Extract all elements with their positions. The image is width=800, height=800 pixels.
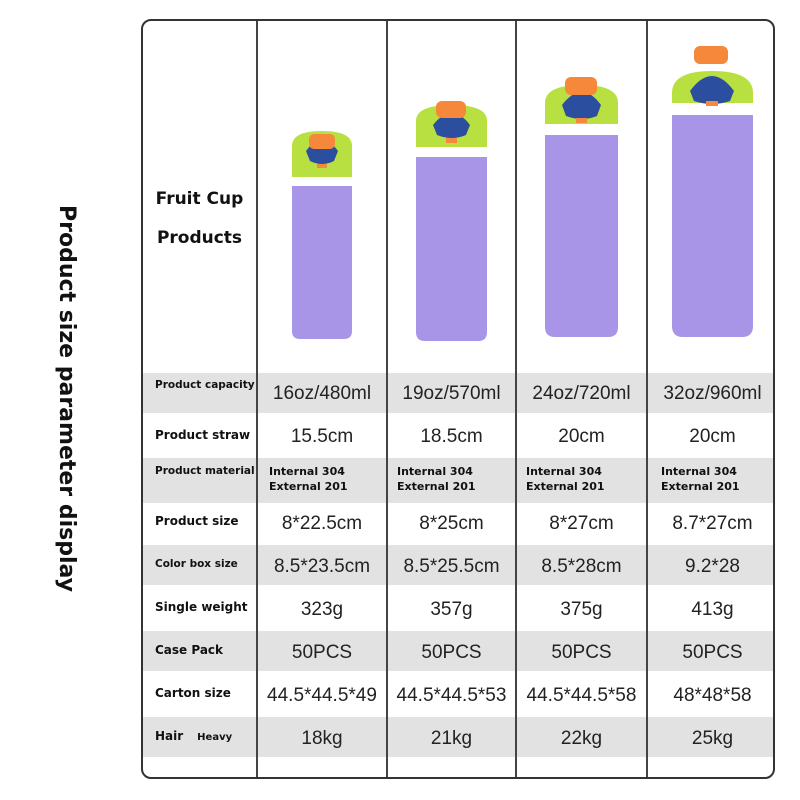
side-title-text: Product size parameter display — [53, 204, 79, 592]
row-band-capacity — [143, 373, 773, 413]
cell-material: Internal 304 External 201 — [397, 464, 512, 494]
row-label-material: Product material — [155, 465, 255, 477]
cell-carton: 44.5*44.5*49 — [267, 685, 377, 706]
cell-size: 8*25cm — [419, 513, 484, 534]
cell-straw: 15.5cm — [290, 426, 354, 447]
cell-weight: 357g — [430, 599, 473, 620]
cell-case-pack: 50PCS — [682, 642, 743, 663]
bottle-19oz — [388, 21, 515, 373]
bottle-image — [292, 131, 352, 339]
cell-weight: 375g — [560, 599, 603, 620]
cell-carton: 44.5*44.5*53 — [396, 685, 507, 706]
cell-capacity: 19oz/570ml — [402, 383, 501, 404]
cell-capacity: 16oz/480ml — [272, 383, 372, 404]
row-label-straw: Product straw — [155, 428, 251, 442]
cell-hair-weight: 21kg — [430, 728, 473, 749]
cell-hair-weight: 18kg — [301, 728, 343, 749]
cell-carton: 44.5*44.5*58 — [526, 685, 637, 706]
cell-case-pack: 50PCS — [291, 642, 353, 663]
column-divider — [256, 21, 258, 777]
row-label-hair: Hair Heavy — [155, 729, 255, 745]
cell-size: 8.7*27cm — [672, 513, 753, 534]
side-title: Product size parameter display — [45, 198, 87, 598]
cell-case-pack: 50PCS — [421, 642, 482, 663]
header-label-line2: Products — [156, 228, 243, 248]
column-divider — [646, 21, 648, 777]
material-external: External 201 — [269, 480, 348, 493]
material-internal: Internal 304 — [397, 465, 473, 478]
material-internal: Internal 304 — [269, 465, 345, 478]
cell-carton: 48*48*58 — [673, 685, 752, 706]
cell-material: Internal 304 External 201 — [269, 464, 384, 494]
cell-hair-weight: 22kg — [560, 728, 603, 749]
cell-straw: 20cm — [558, 426, 605, 447]
row-label-color-box: Color box size — [155, 558, 238, 570]
row-label-weight: Single weight — [155, 600, 248, 614]
row-label-size: Product size — [155, 514, 239, 528]
cell-straw: 20cm — [689, 426, 736, 447]
cell-hair-weight: 25kg — [691, 728, 734, 749]
cell-capacity: 24oz/720ml — [532, 383, 631, 404]
material-external: External 201 — [661, 480, 740, 493]
row-label-capacity: Product capacity — [155, 379, 255, 391]
bottle-image — [545, 77, 618, 337]
cell-straw: 18.5cm — [420, 426, 483, 447]
cell-weight: 323g — [300, 599, 344, 620]
cell-color-box: 9.2*28 — [685, 556, 740, 577]
cell-material: Internal 304 External 201 — [526, 464, 641, 494]
row-band-case-pack — [143, 631, 773, 671]
material-external: External 201 — [397, 480, 476, 493]
cell-capacity: 32oz/960ml — [663, 383, 762, 404]
column-divider — [515, 21, 517, 777]
row-band-hair — [143, 717, 773, 757]
bottle-16oz — [258, 21, 386, 373]
cell-material: Internal 304 External 201 — [661, 464, 773, 494]
bottle-image — [416, 101, 487, 341]
bottle-32oz — [648, 21, 773, 373]
bottle-image — [672, 46, 753, 337]
row-band-material — [143, 458, 773, 503]
bottle-24oz — [517, 21, 646, 373]
heavy-label: Heavy — [197, 732, 233, 743]
cell-size: 8*27cm — [549, 513, 614, 534]
material-internal: Internal 304 — [526, 465, 602, 478]
material-external: External 201 — [526, 480, 605, 493]
cell-color-box: 8.5*28cm — [541, 556, 622, 577]
material-internal: Internal 304 — [661, 465, 737, 478]
header-label-line1: Fruit Cup — [155, 189, 244, 209]
row-label-case-pack: Case Pack — [155, 643, 224, 657]
cell-size: 8*22.5cm — [281, 513, 363, 534]
cell-case-pack: 50PCS — [551, 642, 612, 663]
cell-weight: 413g — [691, 599, 734, 620]
row-band-color-box — [143, 545, 773, 585]
row-label-carton: Carton size — [155, 686, 231, 700]
cell-color-box: 8.5*25.5cm — [403, 556, 500, 577]
spec-table: Fruit Cup Products — [141, 19, 775, 779]
cell-color-box: 8.5*23.5cm — [273, 556, 371, 577]
column-divider — [386, 21, 388, 777]
hair-label: Hair — [155, 729, 184, 743]
